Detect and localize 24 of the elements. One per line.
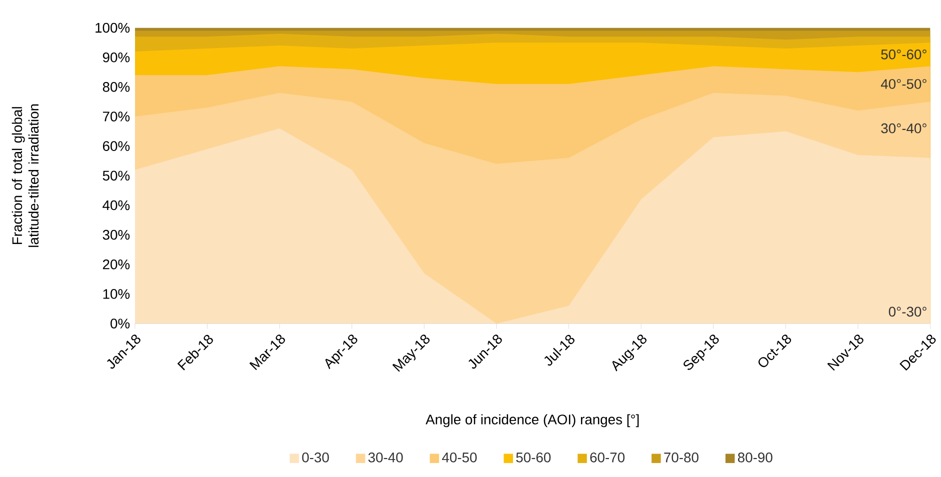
y-tick-label: 0% <box>110 318 130 328</box>
legend-label: 50-60 <box>516 452 551 462</box>
y-tick-label: 40% <box>102 200 130 210</box>
legend-label: 40-50 <box>442 452 477 462</box>
annotation: 40°-50° <box>880 78 926 89</box>
legend-label: 0-30 <box>302 452 329 462</box>
y-tick-label: 60% <box>102 140 130 151</box>
y-tick-label: 80% <box>102 82 130 92</box>
x-axis-title: Angle of incidence (AOI) ranges [°] <box>426 414 639 427</box>
annotation: 30°-40° <box>881 123 926 134</box>
annotation: 0°-30° <box>888 306 926 316</box>
annotation: 50°-60° <box>881 49 926 60</box>
y-tick-label: 10% <box>103 288 130 299</box>
legend-label: 70-80 <box>664 452 698 462</box>
y-tick-label: 30% <box>102 230 130 240</box>
legend-label: 30-40 <box>368 452 403 462</box>
y-tick-label: 20% <box>102 259 130 270</box>
y-tick-label: 50% <box>102 170 130 180</box>
y-tick-label: 90% <box>102 52 130 62</box>
legend-label: 60-70 <box>590 452 625 462</box>
y-axis-title: Fraction of total global latitude-tilted irradiation <box>12 104 39 247</box>
legend-label: 80-90 <box>738 452 772 462</box>
y-tick-label: 70% <box>102 111 130 122</box>
y-tick-label: 100% <box>96 22 130 33</box>
